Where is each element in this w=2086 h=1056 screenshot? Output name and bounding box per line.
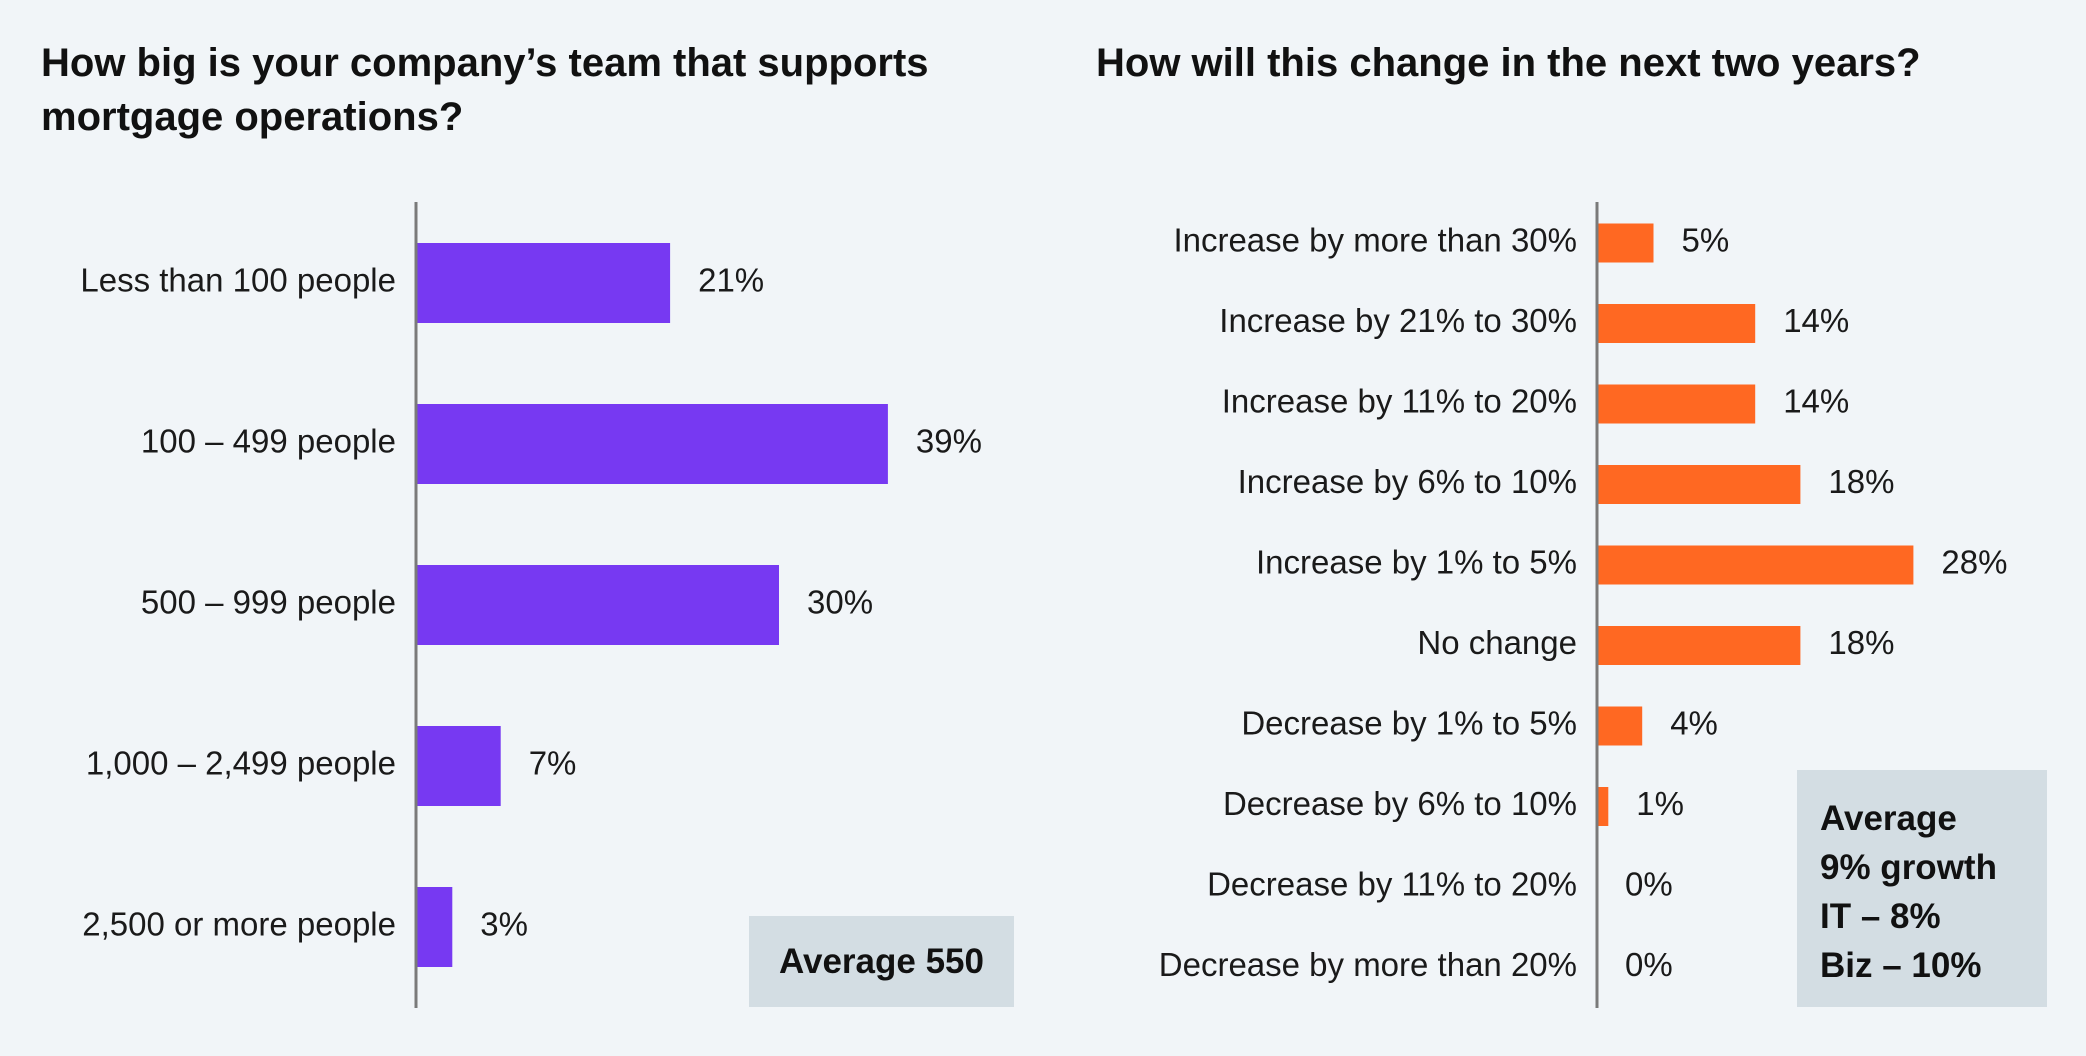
team-category-label: 2,500 or more people bbox=[82, 906, 396, 943]
growth-value-label: 18% bbox=[1828, 624, 1894, 661]
growth-bar bbox=[1597, 223, 1654, 263]
team-value-label: 3% bbox=[480, 906, 528, 943]
growth-bar bbox=[1597, 304, 1756, 343]
growth-value-label: 28% bbox=[1941, 544, 2007, 581]
growth-bar bbox=[1597, 465, 1801, 504]
left-chart-title: How big is your company’s team that supp… bbox=[41, 41, 929, 139]
team-value-label: 21% bbox=[698, 262, 764, 299]
growth-value-label: 0% bbox=[1625, 946, 1673, 983]
average-box-growth: Average 9% growth IT – 8% Biz – 10% bbox=[1797, 770, 2047, 1007]
team-value-label: 30% bbox=[807, 584, 873, 621]
growth-category-label: Decrease by 11% to 20% bbox=[1207, 866, 1577, 903]
growth-bar bbox=[1597, 706, 1643, 746]
growth-category-label: Decrease by 1% to 5% bbox=[1241, 705, 1577, 742]
growth-category-label: Increase by 6% to 10% bbox=[1238, 463, 1577, 500]
average-box-team-size: Average 550 bbox=[749, 916, 1014, 1007]
team-chart: Less than 100 people 21% 100 – 499 people 3… bbox=[80, 202, 982, 1008]
growth-bar bbox=[1597, 384, 1756, 424]
team-bar bbox=[416, 565, 779, 645]
team-bar bbox=[416, 887, 453, 967]
growth-value-label: 18% bbox=[1828, 463, 1894, 500]
growth-value-label: 1% bbox=[1636, 785, 1684, 822]
growth-value-label: 0% bbox=[1625, 866, 1673, 903]
team-category-label: Less than 100 people bbox=[80, 262, 396, 299]
growth-category-label: Decrease by more than 20% bbox=[1159, 946, 1577, 983]
growth-value-label: 14% bbox=[1783, 302, 1849, 339]
team-value-label: 39% bbox=[916, 423, 982, 460]
team-category-label: 500 – 999 people bbox=[141, 584, 396, 621]
growth-bar bbox=[1597, 545, 1914, 585]
team-bar bbox=[416, 404, 888, 484]
growth-value-label: 5% bbox=[1682, 222, 1730, 259]
average-line-4: Biz – 10% bbox=[1820, 946, 1982, 985]
growth-category-label: Increase by 21% to 30% bbox=[1219, 302, 1577, 339]
team-bar bbox=[416, 243, 671, 323]
growth-bar bbox=[1597, 787, 1609, 826]
growth-bar bbox=[1597, 626, 1801, 665]
growth-category-label: Increase by more than 30% bbox=[1173, 222, 1577, 259]
growth-category-label: Decrease by 6% to 10% bbox=[1223, 785, 1577, 822]
growth-category-label: Increase by 11% to 20% bbox=[1222, 383, 1577, 420]
growth-value-label: 4% bbox=[1670, 705, 1718, 742]
team-category-label: 1,000 – 2,499 people bbox=[86, 745, 396, 782]
team-category-label: 100 – 499 people bbox=[141, 423, 396, 460]
average-label: Average 550 bbox=[779, 941, 984, 981]
growth-value-label: 14% bbox=[1783, 383, 1849, 420]
growth-category-label: No change bbox=[1417, 624, 1577, 661]
growth-category-label: Increase by 1% to 5% bbox=[1256, 544, 1577, 581]
team-bar bbox=[416, 726, 501, 806]
growth-chart: Increase by more than 30% 5% Increase by 2… bbox=[1159, 202, 2007, 1008]
right-chart-title: How will this change in the next two yea… bbox=[1096, 41, 1921, 85]
average-line-1: Average bbox=[1820, 799, 1957, 838]
average-line-3: IT – 8% bbox=[1820, 897, 1941, 936]
average-line-2: 9% growth bbox=[1820, 848, 1997, 887]
team-value-label: 7% bbox=[529, 745, 577, 782]
